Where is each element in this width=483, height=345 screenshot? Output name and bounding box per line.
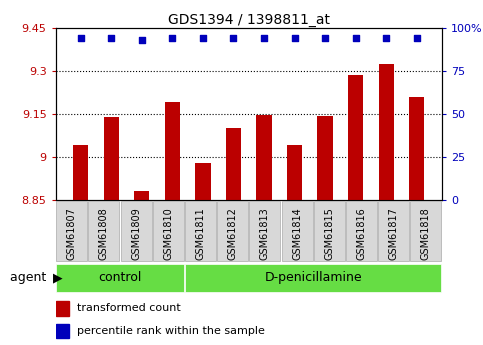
Text: GSM61808: GSM61808 [99, 208, 109, 260]
Text: GSM61807: GSM61807 [67, 208, 77, 260]
Title: GDS1394 / 1398811_at: GDS1394 / 1398811_at [168, 12, 330, 27]
Bar [134, 191, 149, 200]
Text: GSM61813: GSM61813 [260, 208, 270, 260]
Point [229, 35, 237, 41]
Text: GSM61817: GSM61817 [389, 208, 398, 260]
Point [383, 35, 390, 41]
Text: transformed count: transformed count [77, 303, 181, 313]
FancyBboxPatch shape [153, 201, 184, 261]
Point [260, 35, 268, 41]
Bar [317, 116, 333, 200]
Text: agent: agent [11, 271, 51, 284]
Text: GSM61814: GSM61814 [292, 208, 302, 260]
FancyBboxPatch shape [121, 201, 152, 261]
Text: GSM61818: GSM61818 [421, 208, 431, 260]
Point [77, 35, 85, 41]
Point [138, 37, 146, 42]
Point [321, 35, 329, 41]
FancyBboxPatch shape [56, 264, 184, 292]
FancyBboxPatch shape [88, 201, 119, 261]
Text: control: control [98, 271, 142, 284]
Text: GSM61810: GSM61810 [163, 208, 173, 260]
Bar [165, 102, 180, 200]
Bar [226, 128, 241, 200]
Bar [73, 146, 88, 200]
Bar [287, 146, 302, 200]
Text: percentile rank within the sample: percentile rank within the sample [77, 326, 265, 336]
FancyBboxPatch shape [411, 201, 441, 261]
Point [413, 35, 421, 41]
Bar [379, 63, 394, 200]
FancyBboxPatch shape [378, 201, 409, 261]
Bar [195, 163, 211, 200]
Point [291, 35, 298, 41]
Text: GSM61809: GSM61809 [131, 208, 141, 260]
FancyBboxPatch shape [282, 201, 313, 261]
FancyBboxPatch shape [56, 201, 87, 261]
Bar [104, 117, 119, 200]
Point [169, 35, 176, 41]
Text: D-penicillamine: D-penicillamine [264, 271, 362, 284]
Bar [348, 75, 363, 200]
Bar [256, 115, 271, 200]
FancyBboxPatch shape [185, 201, 216, 261]
Text: GSM61816: GSM61816 [356, 208, 367, 260]
FancyBboxPatch shape [217, 201, 248, 261]
Text: GSM61815: GSM61815 [324, 208, 334, 260]
Bar [56, 324, 69, 338]
Text: GSM61811: GSM61811 [196, 208, 205, 260]
FancyBboxPatch shape [249, 201, 280, 261]
FancyBboxPatch shape [185, 264, 441, 292]
Text: ▶: ▶ [53, 271, 63, 284]
Point [107, 35, 115, 41]
Bar [56, 301, 69, 316]
Point [199, 35, 207, 41]
Point [352, 35, 359, 41]
FancyBboxPatch shape [314, 201, 345, 261]
Text: GSM61812: GSM61812 [227, 208, 238, 260]
FancyBboxPatch shape [346, 201, 377, 261]
Bar [409, 97, 425, 200]
